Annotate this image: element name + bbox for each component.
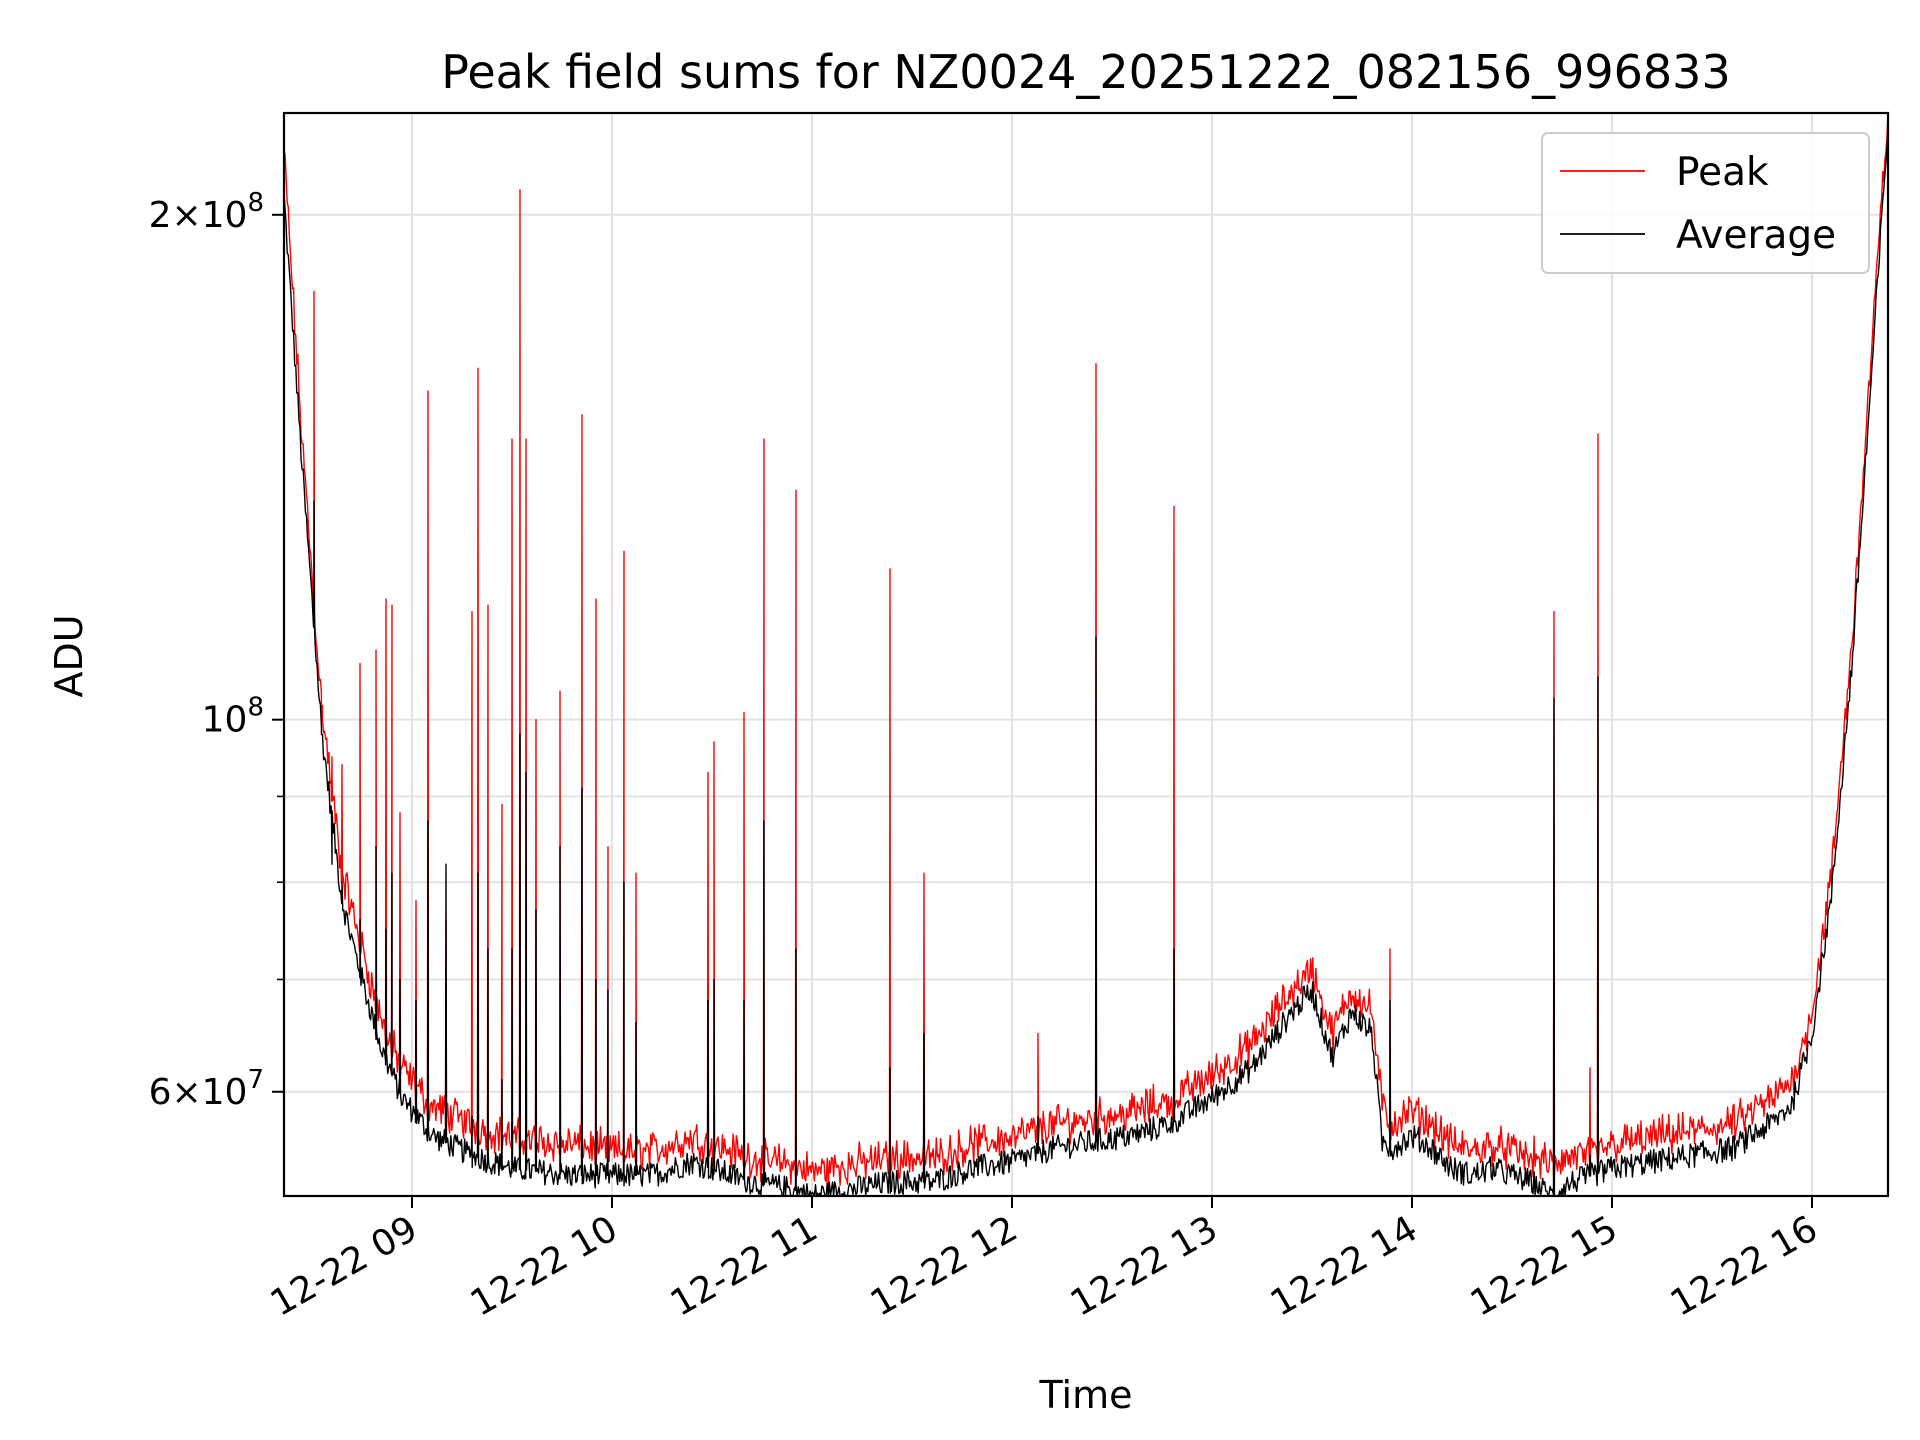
y-tick-exponent: 8 bbox=[247, 693, 264, 723]
legend-box bbox=[1541, 132, 1870, 274]
x-tick-label: 12-22 15 bbox=[1464, 1208, 1625, 1324]
legend-average-label: Average bbox=[1676, 213, 1836, 258]
x-tick-label: 12-22 13 bbox=[1064, 1208, 1225, 1324]
chart-title: Peak field sums for NZ0024_20251222_0821… bbox=[441, 45, 1730, 99]
y-axis-label: ADU bbox=[47, 614, 91, 697]
legend: Peak Average bbox=[1541, 132, 1870, 274]
average-series-layer bbox=[283, 126, 1889, 1197]
legend-peak-label: Peak bbox=[1676, 150, 1769, 195]
y-tick-exponent: 8 bbox=[247, 188, 264, 218]
y-axis-ticks: 6×107 108 2×108 bbox=[149, 188, 284, 1113]
y-tick-exponent: 7 bbox=[247, 1065, 264, 1095]
x-tick-label: 12-22 12 bbox=[864, 1208, 1025, 1324]
x-tick-label: 12-22 09 bbox=[264, 1208, 425, 1324]
y-tick-label: 6×107 bbox=[149, 1065, 264, 1113]
grid-layer bbox=[284, 113, 1888, 1196]
x-tick-label: 12-22 11 bbox=[664, 1208, 825, 1324]
peak-series-line bbox=[283, 114, 1889, 1187]
x-tick-label: 12-22 10 bbox=[464, 1208, 625, 1324]
x-tick-label: 12-22 14 bbox=[1264, 1208, 1425, 1324]
x-tick-label: 12-22 16 bbox=[1664, 1208, 1825, 1324]
peak-series-layer bbox=[283, 114, 1889, 1187]
y-tick-label: 2×108 bbox=[149, 188, 264, 236]
average-series-line bbox=[283, 126, 1889, 1197]
y-tick-label: 108 bbox=[202, 693, 264, 741]
x-axis-label: Time bbox=[1039, 1373, 1133, 1417]
plot-frame bbox=[282, 111, 1890, 1198]
x-axis-ticks: 12-22 09 12-22 10 12-22 11 12-22 12 12-22 13… bbox=[264, 1196, 1825, 1325]
